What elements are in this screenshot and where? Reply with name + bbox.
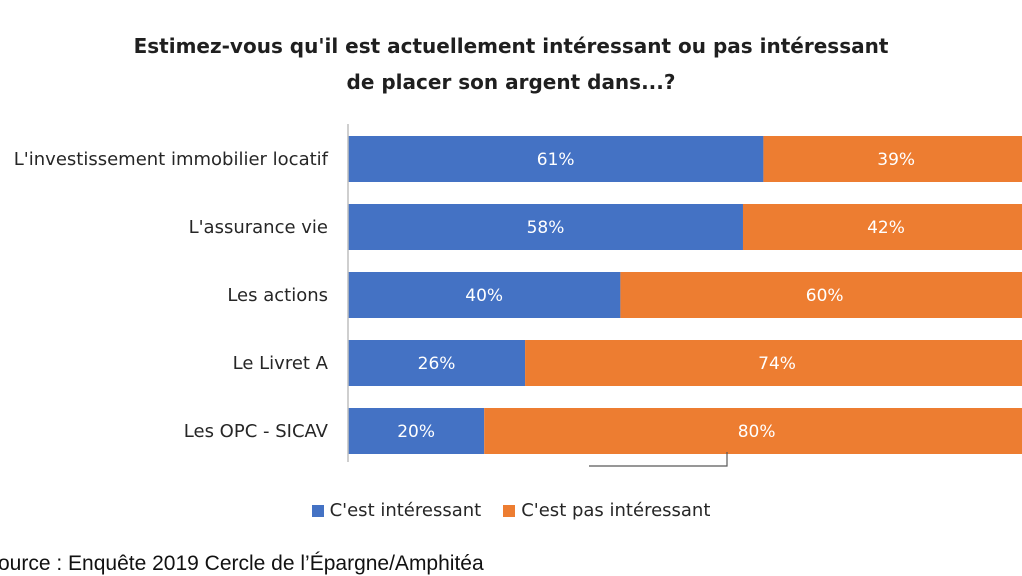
bar-pas-interessant xyxy=(620,272,1022,318)
chart-title-line-1: Estimez-vous qu'il est actuellement inté… xyxy=(133,34,889,58)
bar-interessant xyxy=(348,272,621,318)
legend-label-interessant: C'est intéressant xyxy=(329,500,482,521)
data-label-interessant: 40% xyxy=(465,286,503,306)
legend-item-interessant: C'est intéressant xyxy=(311,500,482,521)
category-label: L'assurance vie xyxy=(189,217,328,238)
bar-pas-interessant xyxy=(484,408,1022,454)
legend-item-pas-interessant: C'est pas intéressant xyxy=(503,500,710,521)
bar-interessant xyxy=(348,136,764,182)
legend-label-pas-interessant: C'est pas intéressant xyxy=(521,500,711,521)
bar-interessant xyxy=(348,408,485,454)
data-label-interessant: 20% xyxy=(397,422,435,442)
bar-pas-interessant xyxy=(742,204,1022,250)
category-label: L'investissement immobilier locatif xyxy=(14,149,329,170)
category-label: Les OPC - SICAV xyxy=(184,421,329,442)
source-note: Source : Enquête 2019 Cercle de l’Épargn… xyxy=(0,552,484,575)
category-label: Le Livret A xyxy=(233,353,329,374)
category-label: Les actions xyxy=(227,285,328,306)
chart-title-line-2: de placer son argent dans...? xyxy=(346,70,676,94)
stacked-bar-chart: L'investissement immobilier locatif 61% 39… xyxy=(14,124,1022,467)
data-label-pas-interessant: 74% xyxy=(758,354,796,374)
legend: C'est intéressant C'est pas intéressant xyxy=(0,500,1022,521)
data-label-pas-interessant: 60% xyxy=(806,286,844,306)
bracket-line xyxy=(589,452,728,467)
data-label-pas-interessant: 39% xyxy=(877,150,915,170)
chart-title: Estimez-vous qu'il est actuellement inté… xyxy=(0,28,1022,100)
bar-interessant xyxy=(348,204,743,250)
bar-pas-interessant xyxy=(525,340,1022,386)
data-label-interessant: 58% xyxy=(527,218,565,238)
bar-interessant xyxy=(348,340,526,386)
legend-swatch-pas-interessant xyxy=(503,504,516,517)
data-label-interessant: 61% xyxy=(537,150,575,170)
data-label-pas-interessant: 80% xyxy=(738,422,776,442)
bar-pas-interessant xyxy=(763,136,1022,182)
legend-swatch-interessant xyxy=(311,504,324,517)
data-label-interessant: 26% xyxy=(418,354,456,374)
data-label-pas-interessant: 42% xyxy=(867,218,905,238)
